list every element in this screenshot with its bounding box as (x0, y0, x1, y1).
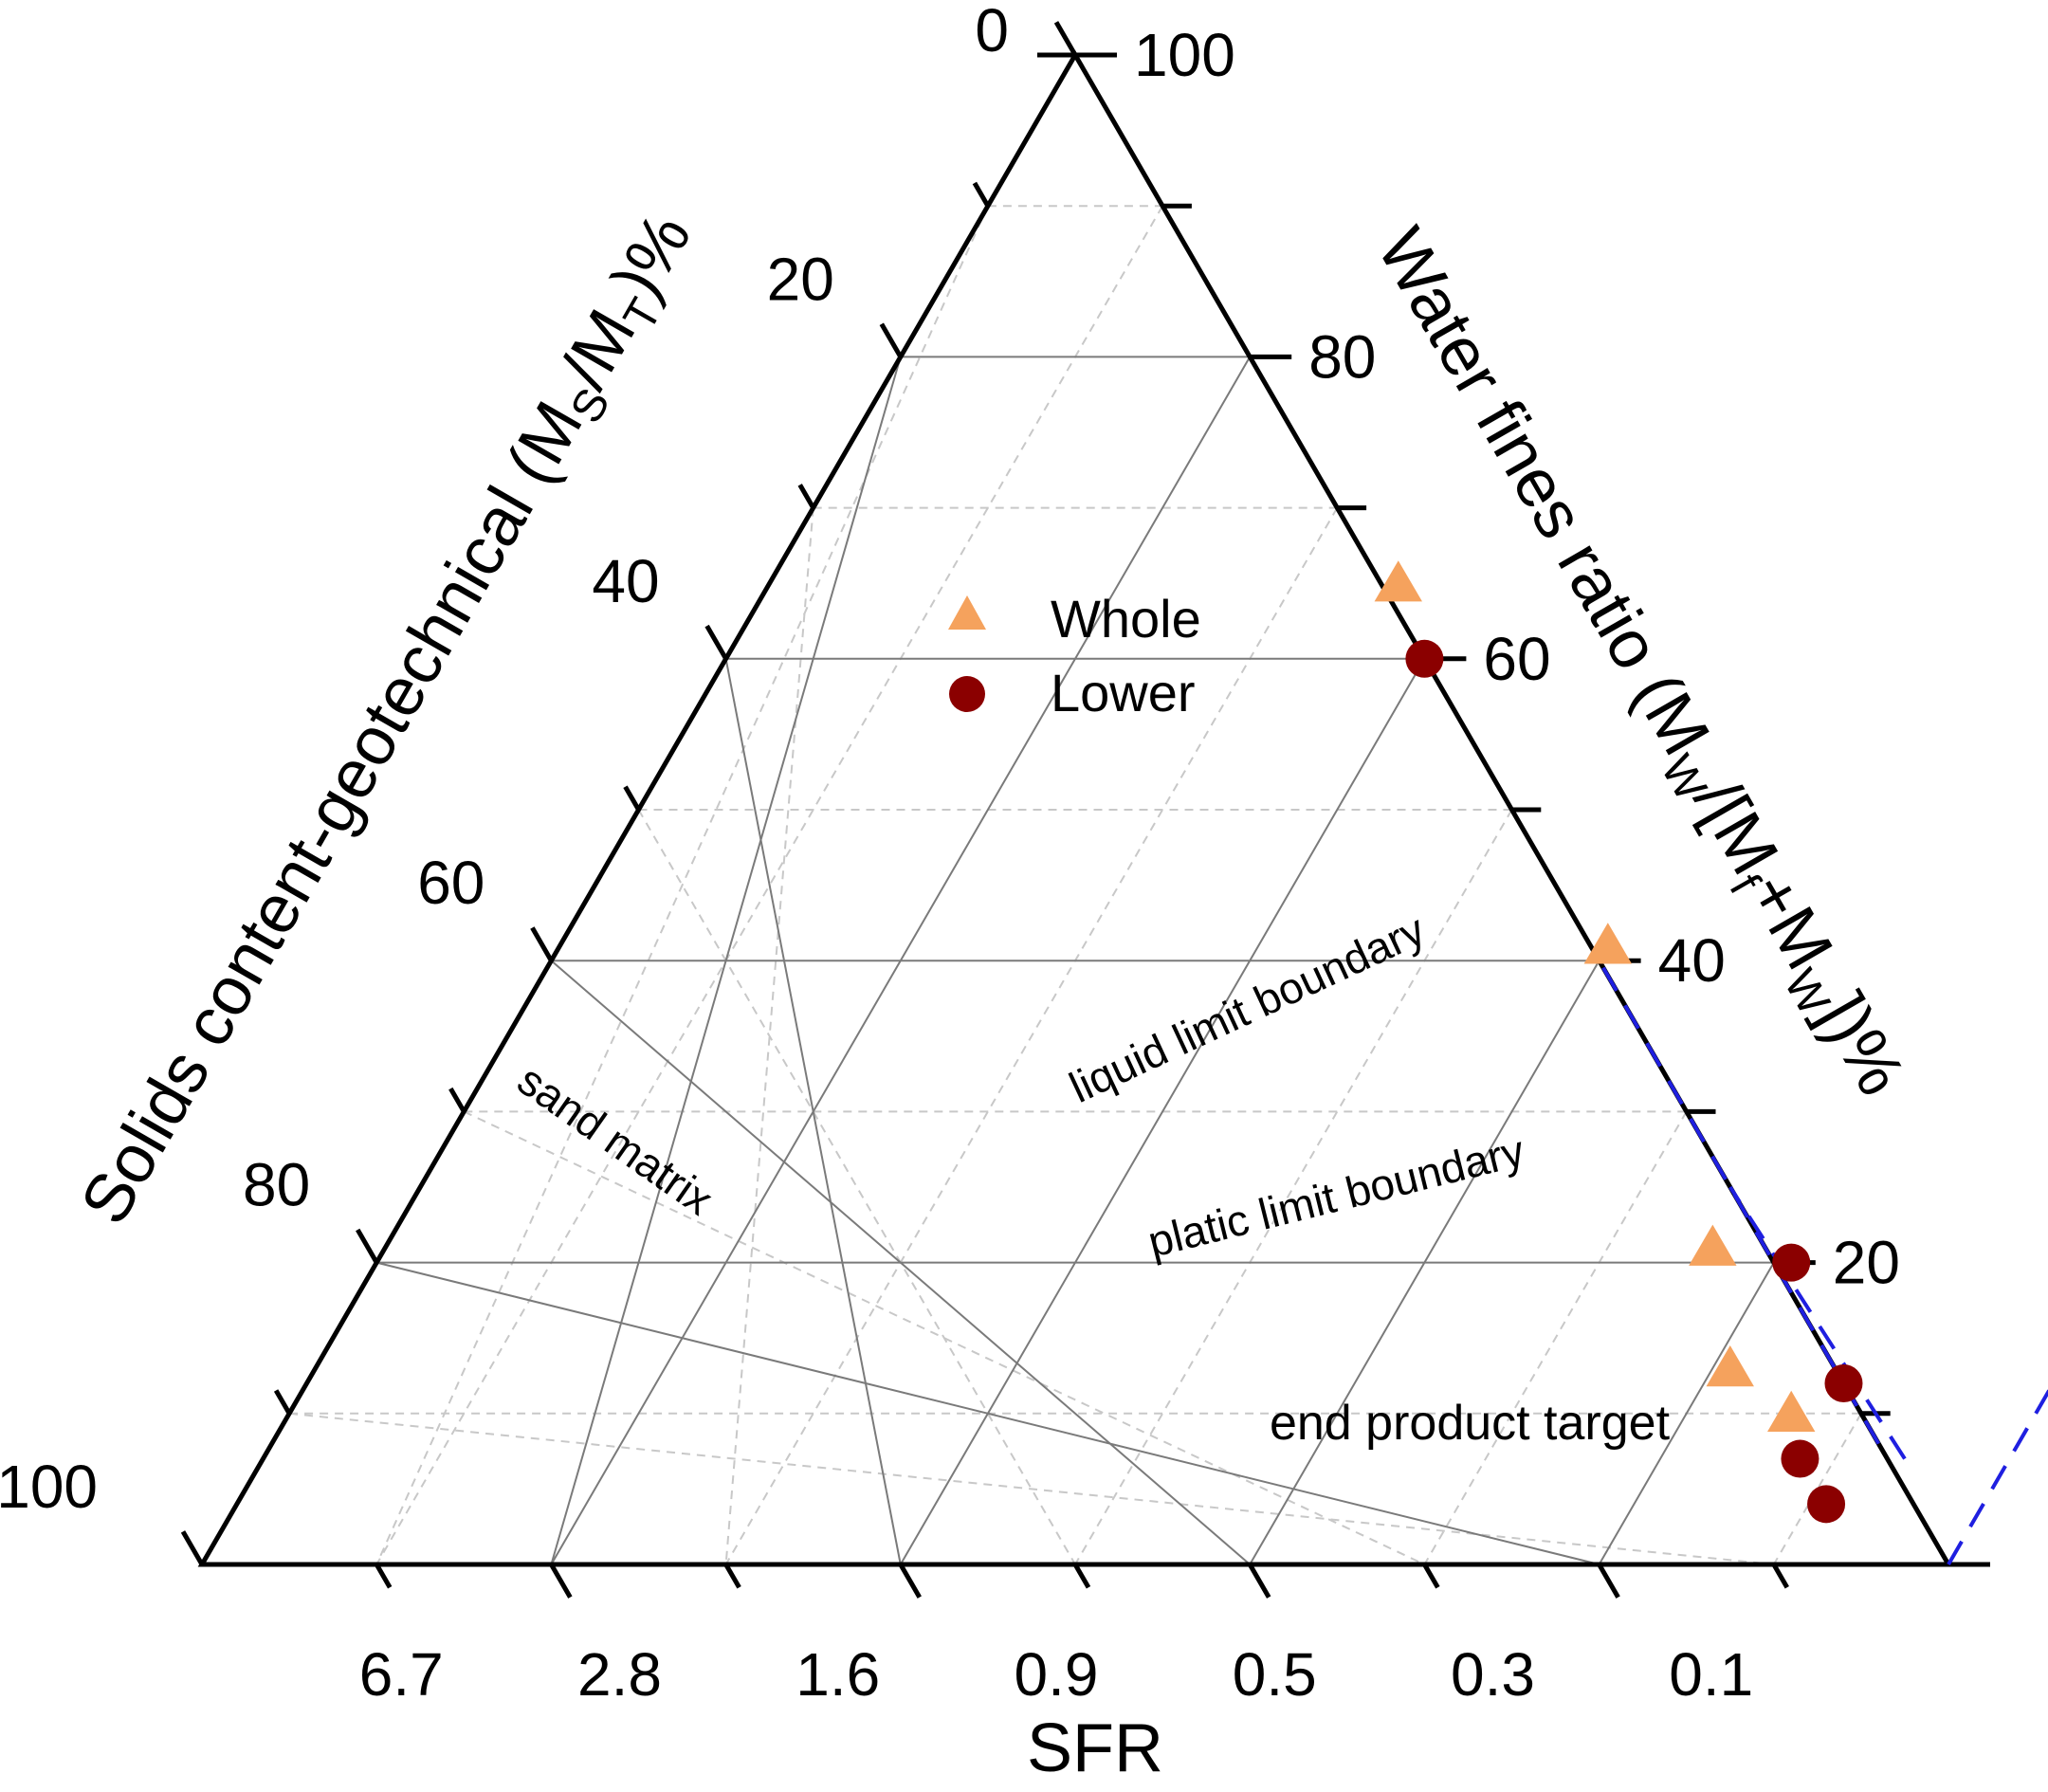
right-tick-label: 20 (1833, 1229, 1900, 1297)
tick-left (1053, 21, 1078, 57)
point-lower (1824, 1363, 1863, 1402)
grid-diagonal-b (463, 1110, 1425, 1565)
left-tick-labels: 0 20 40 60 80 100 (0, 0, 1009, 1521)
legend-label-lower: Lower (1051, 663, 1196, 722)
grid-diagonal-a (375, 205, 1163, 1565)
left-title-pre: Solids content-geotechnical (M (66, 390, 597, 1236)
tick-bottom (1771, 1563, 1789, 1589)
point-whole (1689, 1224, 1737, 1266)
grid-diagonal-a (724, 507, 1339, 1565)
bottom-tick-label: 0.9 (1015, 1640, 1099, 1709)
annotation-plastic-limit: platic limit boundary (1143, 1125, 1529, 1267)
left-tick-label: 0 (975, 0, 1009, 64)
right-tick-labels: 20 40 60 80 100 (1134, 21, 1900, 1297)
point-lower (1772, 1243, 1811, 1282)
tick-left (797, 484, 815, 509)
tick-left (180, 1530, 205, 1566)
grid-diagonal-b (724, 507, 814, 1565)
tick-bottom (898, 1563, 922, 1599)
grid-diagonal-b (724, 658, 902, 1565)
legend-circle-marker (949, 676, 985, 712)
data-points (1374, 560, 1863, 1524)
left-tick-label: 40 (592, 547, 659, 615)
grid-diagonal-a (1423, 1110, 1688, 1565)
bottom-tick-label: 6.7 (359, 1640, 444, 1709)
left-title-post: )% (598, 201, 705, 311)
boundary-line (1947, 1388, 2048, 1566)
tick-left (530, 926, 554, 962)
left-tick-label: 100 (0, 1453, 98, 1521)
tick-left (879, 322, 903, 358)
left-tick-label: 20 (767, 245, 834, 313)
major-grid (375, 356, 1775, 1565)
point-lower (1807, 1485, 1846, 1524)
tick-bottom (1597, 1563, 1620, 1599)
left-tick-label: 80 (243, 1151, 310, 1219)
bottom-axis-title: SFR (1027, 1710, 1163, 1786)
right-tick-label: 80 (1308, 322, 1376, 391)
grid-diagonal-b (288, 1412, 1774, 1565)
point-whole (1374, 560, 1422, 602)
right-tick-label: 100 (1134, 21, 1235, 89)
minor-grid (288, 205, 1862, 1565)
point-whole (1767, 1390, 1816, 1432)
boundary-line (1728, 1185, 1907, 1460)
tick-left (704, 624, 728, 661)
tick-left (448, 1087, 466, 1113)
bottom-tick-label: 0.1 (1669, 1640, 1753, 1709)
annotation-end-product-target: end product target (1270, 1396, 1671, 1451)
left-tick-label: 60 (417, 849, 485, 917)
tick-bottom (1072, 1563, 1091, 1589)
tick-left (356, 1228, 379, 1264)
tick-left (972, 181, 991, 208)
tick-bottom (375, 1563, 393, 1589)
bottom-tick-label: 0.5 (1233, 1640, 1317, 1709)
legend-label-whole: Whole (1051, 589, 1201, 649)
bottom-tick-label: 2.8 (577, 1640, 662, 1709)
grid-diagonal-b (375, 1261, 1600, 1565)
bottom-tick-label: 1.6 (795, 1640, 880, 1709)
tick-left (623, 785, 641, 812)
grid-diagonal-a (1598, 1262, 1775, 1565)
point-whole (1706, 1345, 1754, 1387)
point-lower (1781, 1439, 1819, 1478)
grid-diagonal-b (375, 205, 989, 1565)
tick-bottom (1422, 1563, 1440, 1589)
bottom-tick-label: 0.3 (1451, 1640, 1535, 1709)
right-tick-label: 60 (1483, 625, 1550, 693)
tick-bottom (723, 1563, 741, 1589)
tick-bottom (549, 1563, 573, 1599)
legend-triangle-marker (948, 595, 986, 630)
left-axis-title: Solids content-geotechnical (MS/MT)% (66, 201, 713, 1241)
bottom-tick-labels: 6.7 2.8 1.6 0.9 0.5 0.3 0.1 (359, 1640, 1753, 1709)
right-tick-label: 40 (1658, 926, 1726, 995)
tick-bottom (1248, 1563, 1271, 1599)
boundaries (1597, 960, 2048, 1566)
annotation-liquid-limit: liquid limit boundary (1062, 905, 1432, 1112)
point-whole (1583, 923, 1633, 964)
legend: Whole Lower (948, 589, 1201, 722)
tick-left (273, 1389, 292, 1416)
point-lower (1405, 639, 1444, 678)
